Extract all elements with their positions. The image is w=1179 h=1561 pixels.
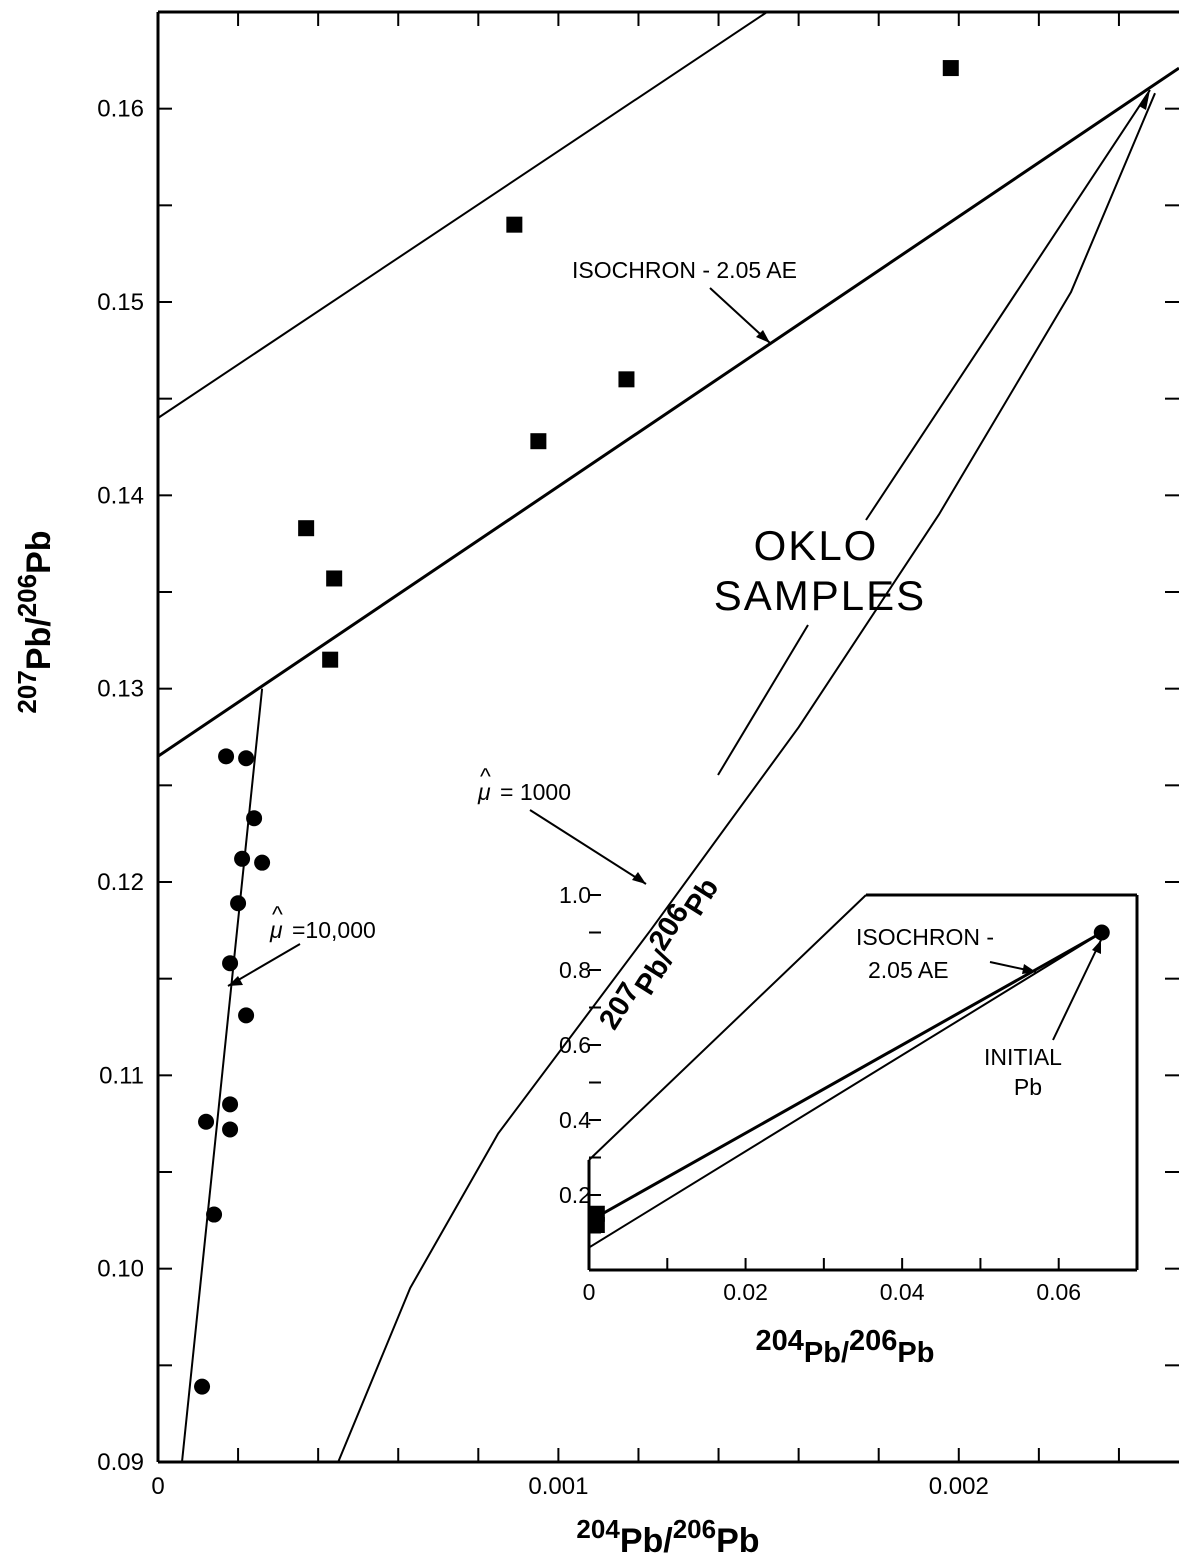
inset-initial-label-line-1: INITIAL	[984, 1044, 1062, 1070]
inset-square-point-1	[588, 1217, 605, 1233]
inset-plot: 0 0.02 0.04 0.060.20.40.60.81.0 204Pb/206Pb…	[559, 867, 1139, 1369]
main-line-0	[158, 12, 769, 419]
oklo-label-line-1: OKLO	[754, 522, 879, 569]
inset-initial-label-line-2: Pb	[1014, 1074, 1042, 1100]
inset-y-tick-label-1: 0.4	[559, 1107, 591, 1133]
inset-y-tick-label-4: 1.0	[559, 882, 591, 908]
main-y-tick-label-4: 0.13	[97, 676, 144, 703]
main-x-tick-label-2: 0.002	[929, 1473, 989, 1500]
main-x-tick-label-0: 0	[151, 1473, 164, 1500]
main-y-tick-label-3: 0.12	[97, 869, 144, 896]
main-circle-point-10	[222, 1121, 239, 1138]
inset-y-tick-label-2: 0.6	[559, 1032, 591, 1058]
inset-axis-ticks: 0 0.02 0.04 0.06 0.2 0.4 0.6 0.8 1.0	[559, 882, 1081, 1305]
main-y-tick-label-0: 0.09	[97, 1449, 144, 1476]
x-axis-title: 204Pb/206Pb	[576, 1514, 759, 1560]
mu-10000-symbol: μ	[269, 917, 283, 943]
inset-x-axis-title-element-1: Pb	[804, 1337, 841, 1369]
main-square-point-5	[326, 570, 343, 587]
main-circle-point-6	[222, 955, 239, 972]
y-axis-title-element-2: Pb	[20, 530, 58, 573]
main-circle-point-4	[254, 854, 271, 871]
main-x-tick-label-1: 0.001	[528, 1473, 588, 1500]
main-plot-points	[194, 60, 959, 1395]
main-circle-point-1	[238, 750, 255, 767]
x-axis-title-isotope-2: 206	[673, 1514, 716, 1544]
main-square-point-3	[530, 433, 547, 450]
main-y-tick-label-7: 0.16	[97, 96, 144, 123]
inset-isochron-label-line-1: ISOCHRON -	[856, 924, 994, 950]
mu-10000-label: =10,000	[292, 917, 376, 943]
main-plot-frame	[156, 10, 1179, 1464]
main-circle-point-7	[238, 1007, 255, 1024]
inset-circle-point-0	[1093, 924, 1110, 941]
inset-x-axis-title: 204Pb/206Pb	[756, 1325, 935, 1369]
inset-initial-pb-annotation: INITIAL Pb	[984, 939, 1102, 1100]
y-axis-title-separator: /	[20, 617, 58, 627]
main-square-point-0	[942, 60, 959, 77]
x-axis-title-isotope-1: 204	[576, 1514, 620, 1544]
inset-isochron-annotation: ISOCHRON - 2.05 AE	[856, 924, 1037, 983]
y-axis-title-isotope-2: 206	[12, 574, 42, 617]
inset-x-tick-label-3: 0.06	[1036, 1279, 1081, 1305]
x-axis-title-element-1: Pb	[620, 1522, 663, 1560]
inset-x-axis-title-isotope-1: 204	[756, 1325, 804, 1357]
y-axis-title-element-1: Pb	[20, 627, 58, 670]
main-square-point-6	[322, 651, 339, 668]
main-axis-ticks: 0 0.001 0.002 0.09 0.10 0.11 0.12 0.13 0.14 0.15 0…	[97, 12, 1179, 1500]
mu-1000-label: = 1000	[500, 779, 571, 805]
inset-frame	[587, 893, 1139, 1272]
main-plot-lines	[158, 12, 1179, 1462]
main-circle-point-5	[230, 895, 247, 912]
main-circle-point-11	[206, 1206, 223, 1223]
isochron-annotation: ISOCHRON - 2.05 AE	[572, 257, 797, 344]
inset-y-tick-label-0: 0.2	[559, 1182, 591, 1208]
main-circle-point-12	[194, 1378, 211, 1395]
inset-x-axis-title-element-2: Pb	[897, 1337, 934, 1369]
y-axis-title-isotope-1: 207	[12, 670, 42, 713]
oklo-samples-label: OKLO SAMPLES	[714, 89, 1151, 776]
inset-x-tick-label-0: 0	[583, 1279, 596, 1305]
inset-x-axis-title-separator: /	[841, 1337, 849, 1369]
isochron-label: ISOCHRON - 2.05 AE	[572, 257, 797, 283]
y-axis-title: 207Pb/206Pb	[12, 530, 58, 713]
mu-1000-hat: ^	[480, 763, 491, 789]
inset-x-axis-title-isotope-2: 206	[849, 1325, 897, 1357]
main-y-tick-label-1: 0.10	[97, 1256, 144, 1283]
inset-x-tick-label-2: 0.04	[880, 1279, 925, 1305]
x-axis-title-separator: /	[663, 1522, 673, 1560]
inset-isochron-label-line-2: 2.05 AE	[868, 957, 949, 983]
main-line-1	[158, 66, 1179, 758]
main-circle-point-2	[246, 810, 263, 827]
main-circle-point-9	[222, 1096, 239, 1113]
main-y-tick-label-5: 0.14	[97, 482, 144, 509]
mu-1000-symbol: μ	[477, 779, 491, 805]
mu-10000-hat: ^	[272, 901, 283, 927]
main-circle-point-8	[198, 1113, 215, 1130]
oklo-label-line-2: SAMPLES	[714, 572, 926, 619]
x-axis-title-element-2: Pb	[716, 1522, 759, 1560]
inset-y-tick-label-3: 0.8	[559, 957, 591, 983]
mu-1000-annotation: μ ^ = 1000	[477, 763, 647, 885]
main-line-3	[337, 92, 1156, 1462]
inset-line-0	[589, 931, 1103, 1223]
main-line-2	[181, 688, 264, 1462]
inset-line-1	[589, 931, 1103, 1249]
main-circle-point-0	[218, 748, 235, 765]
main-square-point-1	[506, 216, 523, 233]
main-square-point-4	[298, 520, 315, 537]
main-y-tick-label-6: 0.15	[97, 289, 144, 316]
mu-10000-annotation: μ ^ =10,000	[227, 901, 376, 987]
main-circle-point-3	[234, 850, 251, 867]
main-y-tick-label-2: 0.11	[99, 1062, 144, 1089]
main-square-point-2	[618, 371, 635, 388]
inset-plot-points	[588, 924, 1110, 1233]
inset-x-tick-label-1: 0.02	[723, 1279, 768, 1305]
inset-y-axis-title: 207Pb/206Pb	[593, 867, 725, 1042]
inset-plot-lines	[589, 931, 1103, 1249]
